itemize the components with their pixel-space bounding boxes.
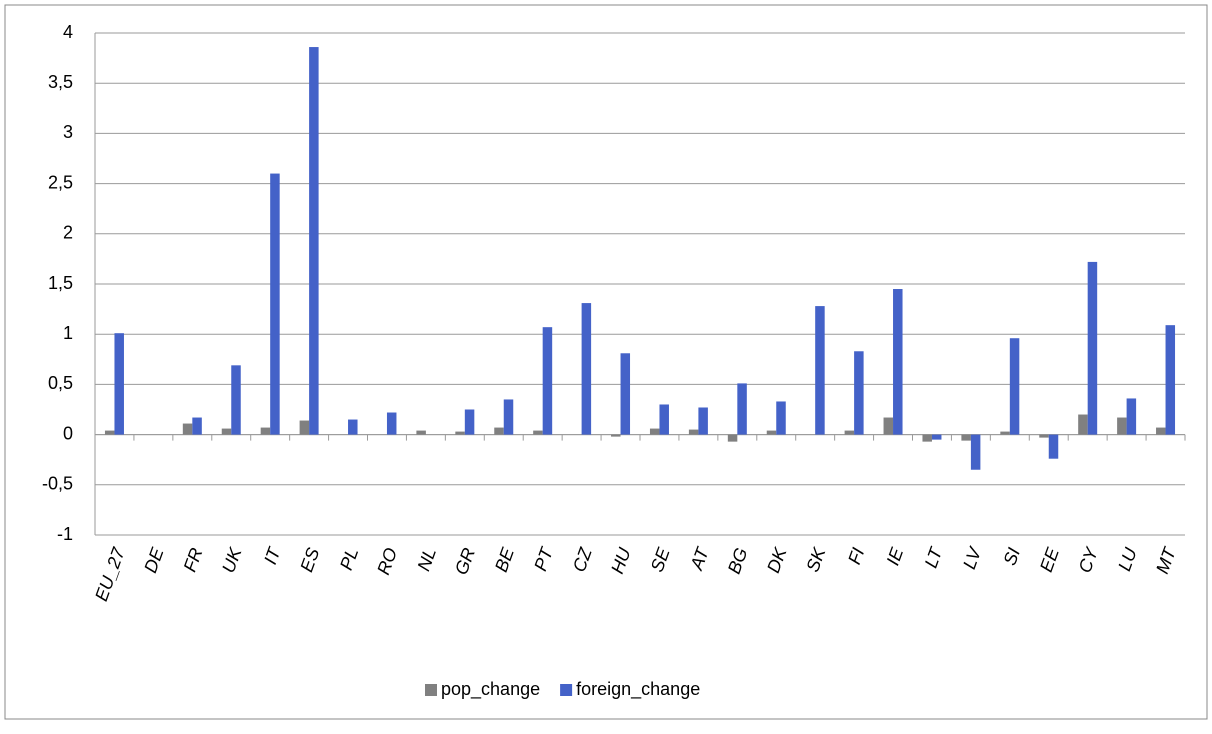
bar — [221, 428, 232, 435]
bar — [1156, 427, 1166, 435]
bar — [581, 303, 592, 435]
legend-label: pop_change — [441, 679, 540, 700]
y-tick-label: 0 — [63, 423, 73, 443]
bar — [348, 419, 358, 435]
bar — [299, 420, 310, 435]
bar — [1048, 434, 1059, 459]
legend-label: foreign_change — [576, 679, 700, 700]
y-tick-label: 1,5 — [48, 273, 73, 293]
y-tick-label: 0,5 — [48, 373, 73, 393]
bar — [104, 430, 115, 435]
legend-swatch — [425, 684, 437, 696]
y-tick-label: 2 — [63, 223, 73, 243]
y-tick-label: 2,5 — [48, 172, 73, 192]
bar — [1000, 431, 1010, 435]
bar — [192, 417, 202, 435]
bar — [1165, 325, 1176, 435]
bar — [1126, 398, 1137, 435]
bar — [416, 430, 426, 435]
bar — [776, 401, 786, 435]
y-tick-label: 1 — [63, 323, 73, 343]
bar — [620, 353, 631, 435]
bar — [114, 333, 124, 435]
y-tick-label: 4 — [63, 22, 73, 42]
legend-swatch — [560, 684, 573, 696]
bar — [815, 306, 825, 435]
y-tick-label: 3,5 — [48, 72, 73, 92]
bar — [766, 430, 777, 435]
bar — [611, 434, 621, 437]
bar — [270, 173, 280, 435]
bar — [931, 434, 942, 440]
bar — [309, 47, 319, 435]
chart-frame — [4, 4, 1208, 720]
bar — [727, 434, 738, 442]
bar — [688, 429, 699, 435]
bar — [883, 417, 894, 435]
bar — [922, 434, 932, 442]
bar — [659, 404, 669, 435]
bar — [1087, 261, 1098, 435]
bar — [1078, 414, 1088, 435]
bar — [260, 427, 271, 435]
bar — [182, 423, 193, 435]
bar — [1009, 338, 1020, 435]
x-tick-label: IE — [883, 544, 908, 568]
bar — [1039, 434, 1049, 438]
y-tick-label: -0,5 — [42, 474, 73, 494]
bar — [961, 434, 971, 441]
bar — [231, 365, 241, 435]
bar — [1117, 417, 1127, 435]
bar — [455, 431, 465, 435]
bar — [698, 407, 708, 435]
bar — [970, 434, 981, 470]
bar — [854, 351, 864, 435]
bar — [844, 430, 855, 435]
bar — [494, 427, 504, 435]
bar — [893, 289, 903, 435]
bar — [533, 430, 543, 435]
x-tick-label: FI — [844, 545, 868, 567]
bar — [737, 383, 747, 435]
y-tick-label: 3 — [63, 122, 73, 142]
bar — [386, 412, 397, 435]
y-tick-label: -1 — [57, 524, 73, 544]
bar — [464, 409, 475, 435]
bar — [503, 399, 514, 435]
bar — [542, 327, 553, 435]
x-tick-label: SI — [999, 545, 1024, 568]
bar — [649, 428, 660, 435]
